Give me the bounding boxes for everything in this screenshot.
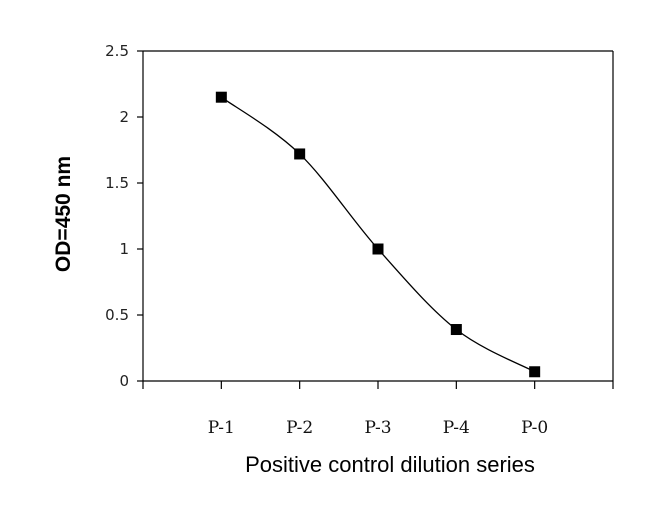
y-tick-label: 2.5 [105, 42, 129, 60]
y-tick-label: 1 [119, 240, 129, 258]
x-axis-title: Positive control dilution series [245, 452, 535, 477]
y-axis-ticks: 0 0.5 1 1.5 2 2.5 [105, 42, 143, 390]
y-tick-label: 1.5 [105, 174, 129, 192]
x-tick-label: P-0 [521, 418, 548, 438]
y-axis-title: OD=450 nm [52, 156, 75, 272]
data-point-marker [529, 366, 541, 378]
x-tick-label: P-1 [208, 418, 235, 438]
y-tick-label: 0 [119, 372, 129, 390]
series-line [220, 96, 535, 373]
x-tick-label: P-3 [364, 418, 391, 438]
series-markers [215, 91, 541, 378]
y-tick-label: 0.5 [105, 306, 129, 324]
plot-area [142, 50, 614, 382]
y-tick-label: 2 [119, 108, 129, 126]
x-tick-label: P-4 [443, 418, 470, 438]
data-point-marker [215, 91, 227, 103]
data-point-marker [450, 324, 462, 336]
x-axis-ticks: P-1 P-2 P-3 P-4 P-0 [142, 381, 614, 438]
x-tick-label: P-2 [286, 418, 313, 438]
data-point-marker [372, 243, 384, 255]
data-point-marker [294, 148, 306, 160]
